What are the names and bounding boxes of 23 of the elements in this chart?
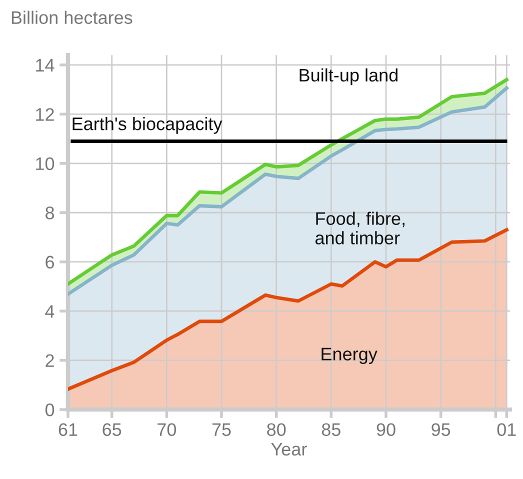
y-tick-label: 0 [45,403,54,416]
y-tick-label: 2 [46,354,54,367]
y-tick-label: 12 [36,108,54,121]
x-tick-label: 01 [497,423,516,436]
y-tick-label: 14 [36,59,54,72]
x-tick-label: 85 [322,423,340,436]
x-tick-label: 70 [158,423,176,436]
x-tick-label: 75 [212,423,231,436]
y-tick-label: 10 [36,157,54,170]
series-label: Energy [322,348,378,364]
ref-line-label: Earth's biocapacity [72,117,222,134]
y-tick-label: 4 [45,305,54,318]
x-tick-label: 95 [432,423,450,436]
y-axis-title: Billion hectares [12,10,132,24]
x-tick-label: 61 [58,423,78,436]
x-tick-label: 90 [376,423,396,436]
x-tick-label: 65 [102,423,122,436]
y-tick-label: 8 [46,206,54,220]
y-tick-label: 6 [46,256,54,269]
x-tick-label: 80 [267,423,286,436]
x-axis-title: Year [271,443,307,456]
series-label: Built-up land [300,68,398,86]
series-label: Food, fibre, and timber [315,212,404,244]
